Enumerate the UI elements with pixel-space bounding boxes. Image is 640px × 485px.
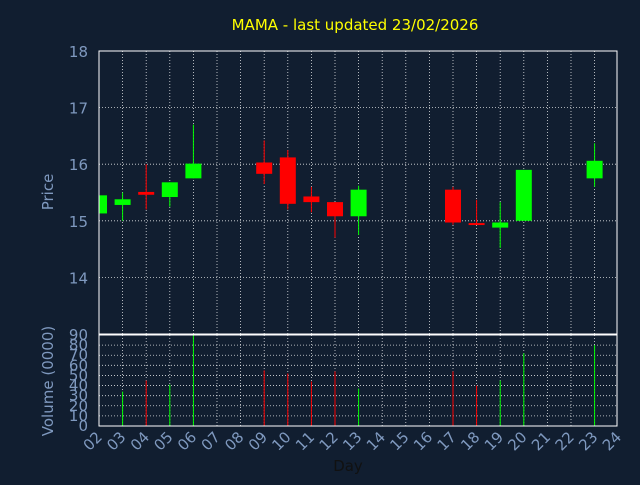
x-tick-label: 03 — [103, 428, 129, 454]
candle-body — [468, 223, 485, 226]
x-tick-label: 13 — [339, 428, 365, 454]
volume-bars — [122, 335, 596, 426]
candle-body — [279, 157, 296, 204]
candle — [515, 169, 532, 221]
volume-tick-label: 20 — [69, 397, 88, 415]
volume-tick-label: 40 — [69, 377, 88, 395]
candle — [98, 195, 107, 214]
chart-title: MAMA - last updated 23/02/2026 — [232, 16, 479, 34]
x-tick-label: 17 — [434, 428, 460, 454]
x-tick-label: 23 — [575, 428, 601, 454]
candle-body — [303, 196, 320, 203]
candle-body — [445, 189, 461, 223]
volume-tick-label: 70 — [69, 346, 88, 364]
x-tick-label: 10 — [268, 428, 294, 454]
candle-body — [586, 160, 603, 179]
candle — [350, 185, 367, 235]
candle-body — [138, 191, 155, 195]
price-tick-label: 16 — [69, 156, 88, 174]
x-tick-label: 15 — [386, 428, 412, 454]
candle-body — [515, 169, 532, 221]
x-tick-label: 24 — [599, 428, 625, 454]
x-tick-label: 22 — [552, 428, 578, 454]
x-tick-label: 08 — [221, 428, 247, 454]
candle — [327, 202, 343, 238]
candle — [586, 143, 603, 187]
x-tick-label: 06 — [174, 428, 200, 454]
x-tick-label: 11 — [292, 428, 318, 454]
volume-tick-label: 0 — [78, 417, 88, 435]
x-tick-label: 12 — [316, 428, 342, 454]
volume-panel-frame — [98, 334, 618, 427]
volume-tick-label: 50 — [69, 366, 88, 384]
candle-body — [161, 182, 178, 198]
volume-axis-label: Volume (0000) — [39, 326, 57, 436]
x-tick-label: 07 — [198, 428, 224, 454]
candle — [445, 186, 461, 225]
x-tick-label: 16 — [410, 428, 436, 454]
candle — [114, 192, 131, 221]
x-tick-label: 21 — [528, 428, 554, 454]
candle-body — [327, 202, 343, 217]
candle-body — [185, 163, 202, 179]
volume-tick-label: 90 — [69, 326, 88, 344]
x-tick-labels: 0203040506070809101112131415161718192021… — [80, 428, 625, 454]
x-tick-label: 20 — [504, 428, 530, 454]
price-tick-label: 14 — [69, 269, 88, 287]
candle — [468, 199, 485, 226]
x-tick-label: 18 — [457, 428, 483, 454]
volume-tick-label: 80 — [69, 336, 88, 354]
price-tick-label: 18 — [69, 43, 88, 61]
candle — [303, 186, 320, 213]
candle — [492, 202, 509, 248]
volume-tick-label: 10 — [69, 407, 88, 425]
volume-tick-label: 30 — [69, 387, 88, 405]
price-panel-frame — [98, 50, 618, 335]
x-axis-label: Day — [333, 457, 363, 475]
price-tick-label: 15 — [69, 213, 88, 231]
candle — [138, 164, 155, 210]
candle-body — [256, 162, 273, 174]
candle-body — [99, 195, 107, 214]
price-tick-labels: 14 15 16 17 18 — [69, 43, 88, 287]
x-tick-label: 19 — [481, 428, 507, 454]
candle — [256, 140, 273, 185]
candle — [185, 124, 202, 179]
volume-grid — [99, 335, 617, 426]
candle-body — [114, 199, 131, 205]
candle-body — [492, 222, 509, 228]
candle-body — [350, 189, 367, 217]
price-tick-label: 17 — [69, 100, 88, 118]
volume-tick-label: 60 — [69, 356, 88, 374]
candles — [98, 124, 603, 248]
candle — [161, 182, 178, 207]
price-axis-label: Price — [39, 174, 57, 211]
candle — [279, 150, 296, 210]
x-tick-label: 04 — [127, 428, 153, 454]
x-tick-label: 05 — [150, 428, 176, 454]
x-tick-label: 14 — [363, 428, 389, 454]
x-tick-label: 09 — [245, 428, 271, 454]
